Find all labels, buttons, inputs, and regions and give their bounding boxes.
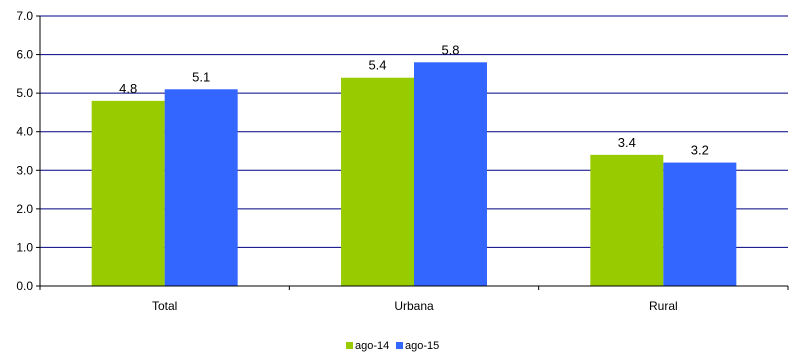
y-axis: 0.0 1.0 2.0 3.0 4.0 5.0 6.0 7.0: [16, 9, 41, 293]
x-tick-label: Total: [152, 299, 177, 313]
data-label: 4.8: [119, 81, 137, 96]
y-tick-label: 3.0: [16, 163, 33, 177]
data-label: 5.1: [192, 69, 210, 84]
x-tick-label: Rural: [649, 299, 678, 313]
data-label: 3.4: [618, 135, 636, 150]
y-tick-label: 6.0: [16, 48, 33, 62]
y-tick-label: 4.0: [16, 125, 33, 139]
x-axis: Total Urbana Rural: [39, 285, 789, 313]
bar-ago-14-urbana: [341, 77, 414, 286]
bars: 4.8 5.1 5.4 5.8 3.4 3.2: [91, 42, 737, 287]
bar-ago-15-urbana: [414, 62, 487, 287]
legend-label: ago-14: [355, 340, 389, 352]
legend: ago-14 ago-15: [346, 340, 439, 352]
legend-swatch: [396, 342, 403, 349]
y-tick-label: 2.0: [16, 202, 33, 216]
y-tick-label: 5.0: [16, 86, 33, 100]
bar-ago-15-rural: [663, 162, 737, 286]
y-tick-label: 7.0: [16, 9, 33, 23]
y-tick-label: 0.0: [16, 279, 33, 293]
data-label: 3.2: [691, 143, 709, 158]
y-tick-label: 1.0: [16, 240, 33, 254]
x-tick-label: Urbana: [394, 299, 434, 313]
bar-ago-14-total: [91, 100, 165, 286]
data-label: 5.8: [441, 42, 459, 57]
bar-ago-14-rural: [590, 154, 664, 286]
legend-label: ago-15: [405, 340, 439, 352]
legend-swatch: [346, 342, 353, 349]
bar-ago-15-total: [164, 89, 238, 287]
data-label: 5.4: [368, 58, 386, 73]
